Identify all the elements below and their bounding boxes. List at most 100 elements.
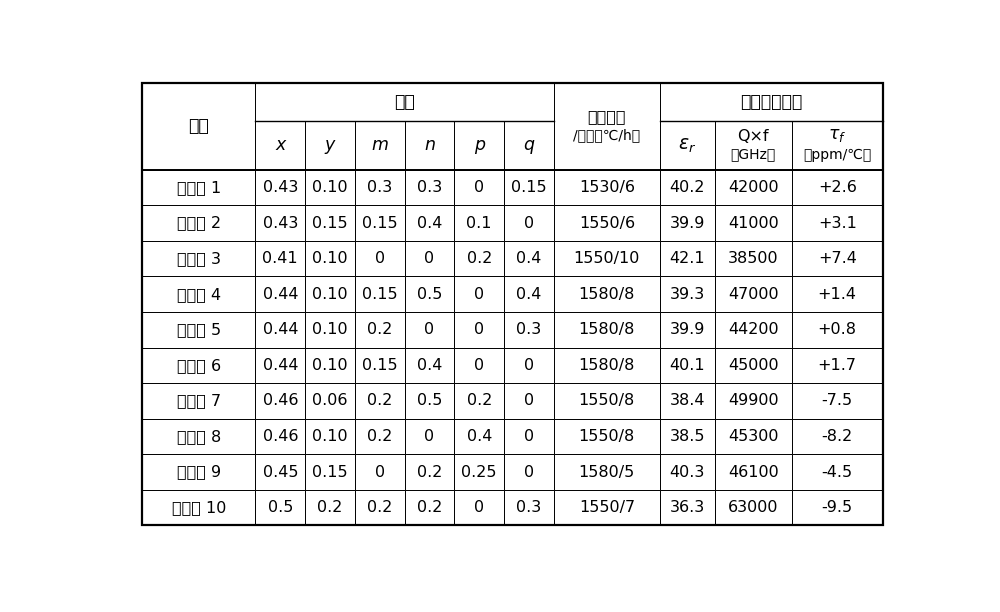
Text: 0.15: 0.15: [362, 286, 398, 302]
Bar: [554, 454, 660, 490]
Text: +7.4: +7.4: [818, 251, 857, 266]
Text: 0.46: 0.46: [263, 429, 298, 444]
Text: 0.45: 0.45: [263, 465, 298, 480]
Bar: [660, 83, 883, 121]
Bar: [554, 205, 660, 241]
Bar: [305, 348, 355, 383]
Bar: [554, 170, 660, 205]
Bar: [792, 419, 883, 454]
Text: 0.2: 0.2: [417, 500, 442, 515]
Text: （ppm/℃）: （ppm/℃）: [803, 149, 871, 162]
Text: 0.2: 0.2: [467, 251, 492, 266]
Bar: [504, 277, 554, 312]
Bar: [715, 170, 792, 205]
Text: 实施例 8: 实施例 8: [177, 429, 221, 444]
Text: 47000: 47000: [728, 286, 778, 302]
Bar: [660, 121, 715, 170]
Text: 编号: 编号: [188, 117, 209, 135]
Bar: [142, 454, 255, 490]
Text: n: n: [424, 136, 435, 154]
Text: 63000: 63000: [728, 500, 778, 515]
Bar: [554, 419, 660, 454]
Bar: [504, 348, 554, 383]
Text: 39.9: 39.9: [670, 323, 705, 337]
Bar: [792, 383, 883, 419]
Text: 40.1: 40.1: [669, 358, 705, 373]
Bar: [142, 312, 255, 348]
Bar: [504, 170, 554, 205]
Text: 0.3: 0.3: [516, 323, 542, 337]
Bar: [715, 241, 792, 277]
Text: 0.3: 0.3: [367, 180, 392, 195]
Bar: [142, 419, 255, 454]
Bar: [504, 383, 554, 419]
Bar: [355, 454, 405, 490]
Bar: [792, 170, 883, 205]
Bar: [792, 454, 883, 490]
Text: m: m: [371, 136, 388, 154]
Bar: [454, 277, 504, 312]
Bar: [405, 454, 454, 490]
Bar: [715, 419, 792, 454]
Bar: [715, 490, 792, 526]
Text: 实施例 9: 实施例 9: [177, 465, 221, 480]
Text: 0.4: 0.4: [417, 358, 442, 373]
Bar: [305, 277, 355, 312]
Text: 0.2: 0.2: [367, 394, 392, 408]
Bar: [792, 490, 883, 526]
Text: 0.5: 0.5: [417, 286, 442, 302]
Text: 0.46: 0.46: [263, 394, 298, 408]
Bar: [792, 348, 883, 383]
Bar: [355, 170, 405, 205]
Bar: [255, 383, 305, 419]
Text: 0.15: 0.15: [511, 180, 547, 195]
Text: 0.2: 0.2: [467, 394, 492, 408]
Text: 0: 0: [474, 323, 484, 337]
Text: y: y: [325, 136, 335, 154]
Bar: [255, 277, 305, 312]
Text: 0.2: 0.2: [417, 465, 442, 480]
Bar: [715, 205, 792, 241]
Bar: [405, 121, 454, 170]
Text: 1550/7: 1550/7: [579, 500, 635, 515]
Text: 0: 0: [524, 394, 534, 408]
Text: 0: 0: [375, 251, 385, 266]
Bar: [355, 348, 405, 383]
Text: 0.4: 0.4: [417, 215, 442, 231]
Text: 0.44: 0.44: [263, 323, 298, 337]
Text: 1550/10: 1550/10: [574, 251, 640, 266]
Bar: [355, 383, 405, 419]
Bar: [255, 312, 305, 348]
Text: 1580/8: 1580/8: [579, 358, 635, 373]
Bar: [554, 348, 660, 383]
Bar: [660, 419, 715, 454]
Bar: [504, 419, 554, 454]
Text: 0: 0: [424, 323, 435, 337]
Text: 38500: 38500: [728, 251, 778, 266]
Bar: [660, 490, 715, 526]
Text: 0.4: 0.4: [516, 251, 542, 266]
Bar: [792, 277, 883, 312]
Text: 0.5: 0.5: [268, 500, 293, 515]
Bar: [405, 312, 454, 348]
Text: 0.43: 0.43: [263, 215, 298, 231]
Text: 44200: 44200: [728, 323, 778, 337]
Text: 0.15: 0.15: [362, 215, 398, 231]
Text: 实施例 10: 实施例 10: [172, 500, 226, 515]
Text: 烧结温度: 烧结温度: [588, 110, 626, 124]
Bar: [405, 205, 454, 241]
Bar: [355, 419, 405, 454]
Text: （GHz）: （GHz）: [731, 147, 776, 162]
Text: 42000: 42000: [728, 180, 778, 195]
Bar: [504, 490, 554, 526]
Text: +2.6: +2.6: [818, 180, 857, 195]
Text: 1550/8: 1550/8: [579, 429, 635, 444]
Text: 0.44: 0.44: [263, 286, 298, 302]
Bar: [142, 170, 255, 205]
Bar: [142, 348, 255, 383]
Text: 38.4: 38.4: [670, 394, 705, 408]
Bar: [355, 241, 405, 277]
Bar: [660, 170, 715, 205]
Bar: [504, 241, 554, 277]
Text: q: q: [523, 136, 534, 154]
